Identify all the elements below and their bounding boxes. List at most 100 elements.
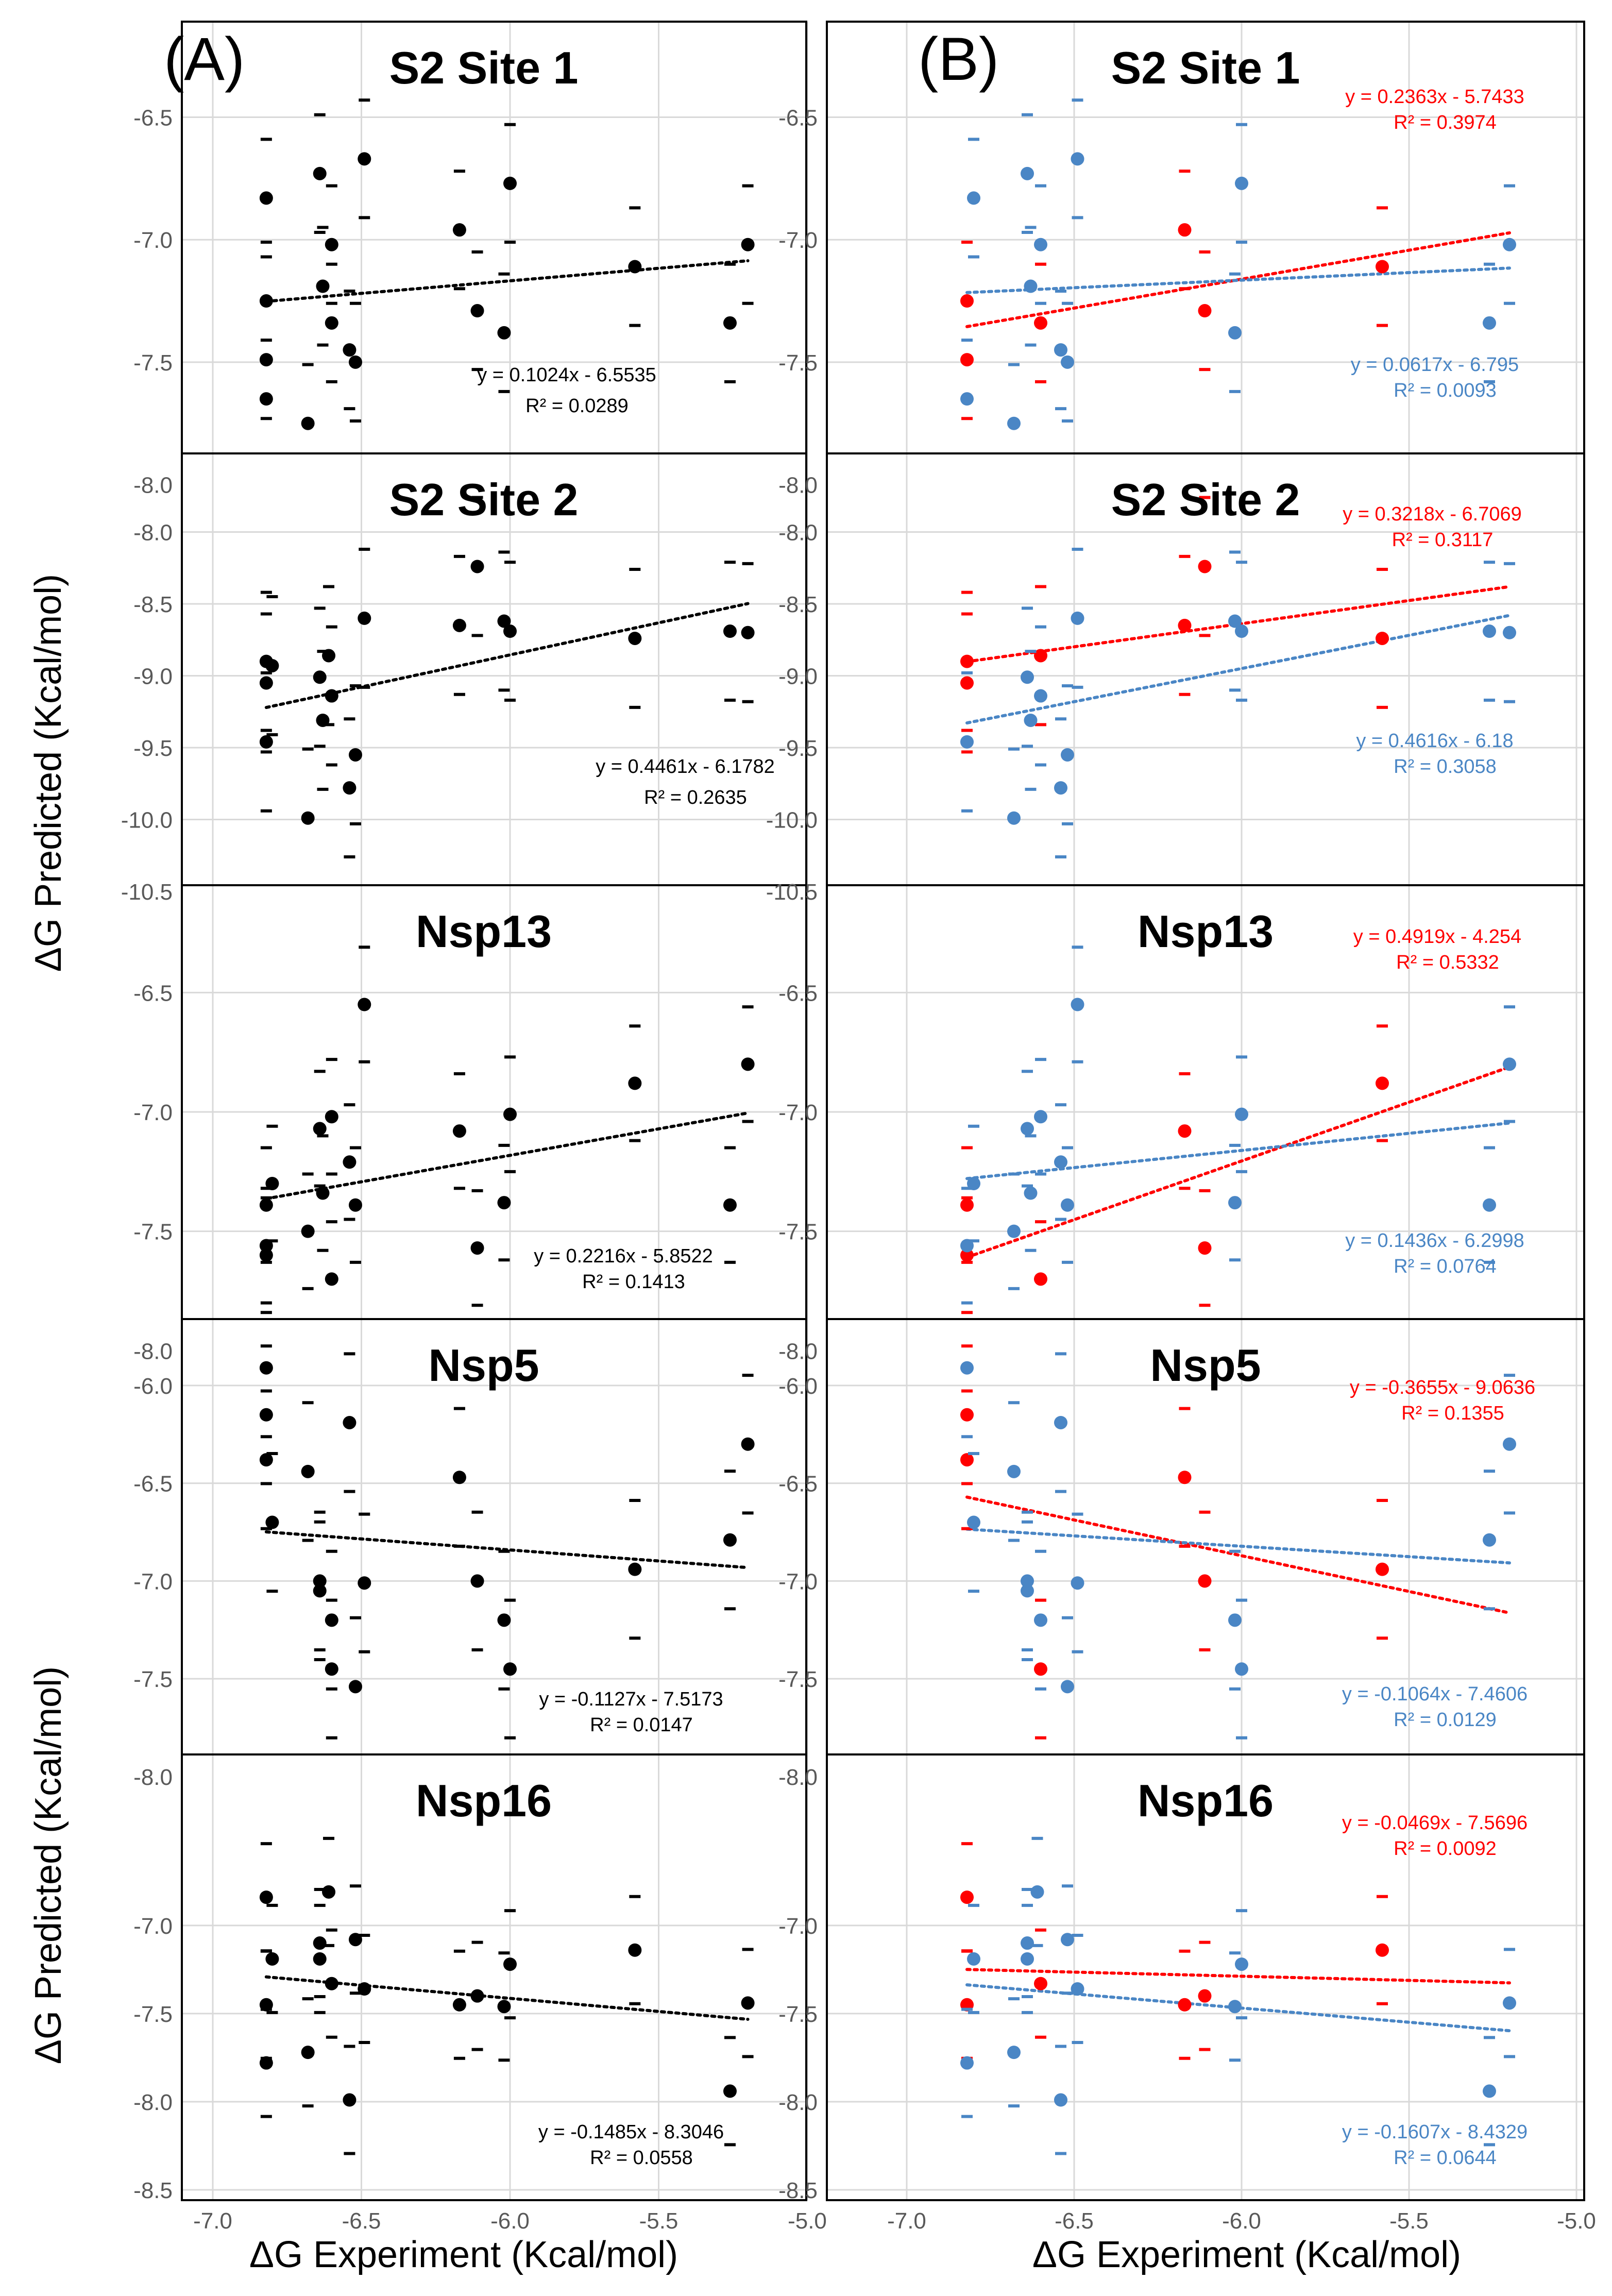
y-tick-label: -6.5	[133, 981, 173, 1006]
data-point-all	[301, 2046, 315, 2059]
data-point-all	[628, 1562, 642, 1576]
data-point-blue	[1061, 355, 1074, 369]
data-point-all	[741, 1437, 755, 1451]
data-point-all	[259, 1890, 273, 1904]
data-point-blue	[1235, 1107, 1248, 1121]
data-point-all	[313, 1936, 327, 1950]
chart-a-5: -7.0 -7.5 -8.0 -8.5 -7.0 -6.5 -6.0 -5.5 -5.0 Nsp1…	[133, 1753, 827, 2234]
y-tick-label: -7.0	[778, 1100, 818, 1125]
data-point-all	[497, 2000, 511, 2014]
y-tick-label: -7.0	[778, 1569, 818, 1594]
data-point-blue	[967, 1177, 980, 1190]
data-point-all	[301, 811, 315, 825]
data-point-blue	[1054, 2093, 1067, 2107]
data-point-all	[259, 1248, 273, 1262]
trendline-red	[965, 1065, 1511, 1259]
data-point-blue	[1054, 343, 1067, 357]
data-point-all	[452, 1998, 466, 2012]
data-point-all	[723, 316, 737, 330]
data-point-all	[358, 152, 371, 166]
y-tick-label: -6.0	[778, 1374, 818, 1399]
data-point-all	[313, 166, 327, 180]
data-point-blue	[1024, 279, 1038, 293]
trendline-blue	[965, 1527, 1511, 1565]
data-point-all	[259, 1198, 273, 1212]
chart-title: S2 Site 1	[1111, 42, 1300, 93]
data-point-all	[259, 353, 273, 367]
data-point-all	[259, 392, 273, 406]
data-point-red	[1034, 649, 1047, 663]
y-tick-label: -6.0	[133, 1374, 173, 1399]
trendline-r2: R² = 0.3974	[1394, 112, 1497, 133]
x-axis-label-b: ΔG Experiment (Kcal/mol)	[1032, 2234, 1461, 2275]
trendline-r2: R² = 0.3058	[1394, 756, 1497, 778]
trendline-r2: R² = 0.0764	[1394, 1256, 1497, 1277]
trendline-r2: R² = 0.1413	[582, 1271, 685, 1293]
y-axis-label-top: ΔG Predicted (Kcal/mol)	[28, 574, 69, 972]
chart-a-1: -6.5 -7.0 -7.5 -8.0 S2 Site 1 y = 0.1024x - 6…	[133, 21, 808, 498]
trendline-equation: y = -0.0469x - 7.5696	[1342, 1812, 1528, 1834]
trendline-equation: y = 0.1024x - 6.5535	[477, 364, 656, 386]
data-point-all	[343, 1415, 357, 1429]
data-point-blue	[1034, 689, 1047, 703]
x-tick-label: -6.0	[1222, 2208, 1261, 2234]
data-point-blue	[1054, 781, 1067, 795]
data-point-all	[470, 1574, 484, 1588]
x-tick-label: -6.5	[342, 2208, 381, 2234]
y-tick-label: -8.0	[778, 520, 818, 546]
x-tick-label: -5.5	[639, 2208, 678, 2234]
data-point-all	[313, 1584, 327, 1598]
data-point-all	[741, 238, 755, 251]
data-point-all	[343, 2093, 357, 2107]
trendline-all	[264, 1530, 750, 1569]
trendline-equation: y = 0.2363x - 5.7433	[1345, 86, 1524, 108]
data-point-all	[325, 1110, 338, 1124]
data-point-all	[259, 735, 273, 749]
data-point-blue	[1483, 316, 1496, 330]
data-point-red	[1034, 1977, 1047, 1990]
data-point-blue	[960, 2056, 974, 2070]
data-point-blue	[1061, 1680, 1074, 1694]
data-point-red	[1198, 304, 1212, 318]
y-tick-label: -8.5	[778, 2178, 818, 2203]
plot-area	[960, 946, 1516, 1314]
y-tick-label: -7.0	[133, 1914, 173, 1939]
x-tick-label: -6.5	[1055, 2208, 1094, 2234]
y-tick-label: -7.0	[778, 228, 818, 253]
data-point-blue	[1071, 152, 1084, 166]
y-tick-label: -7.5	[133, 350, 173, 376]
trendline-r2: R² = 0.5332	[1396, 952, 1499, 973]
data-point-all	[497, 1196, 511, 1210]
data-point-all	[723, 2084, 737, 2098]
trendline-r2: R² = 0.2635	[644, 787, 747, 808]
data-point-blue	[1483, 624, 1496, 638]
chart-title: Nsp5	[428, 1340, 539, 1391]
data-point-all	[325, 316, 338, 330]
y-tick-label: -9.0	[133, 664, 173, 689]
chart-b-4: -6.0 -6.5 -7.0 -7.5 -8.0 Nsp5 y = -0.3655x - 9…	[778, 1318, 1585, 1790]
chart-title: S2 Site 2	[1111, 474, 1300, 525]
data-point-blue	[1030, 1885, 1044, 1899]
data-point-all	[628, 1076, 642, 1090]
data-point-all	[348, 748, 362, 762]
x-tick-label: -5.0	[788, 2208, 827, 2234]
trendline-equation: y = -0.3655x - 9.0636	[1350, 1377, 1535, 1398]
data-point-all	[470, 1241, 484, 1255]
data-point-all	[259, 191, 273, 205]
data-point-red	[1198, 1574, 1212, 1588]
trendline-r2: R² = 0.0289	[525, 395, 629, 417]
data-point-blue	[967, 191, 980, 205]
data-point-all	[259, 676, 273, 690]
y-tick-label: -6.5	[778, 981, 818, 1006]
data-point-all	[628, 1943, 642, 1957]
data-point-all	[325, 1272, 338, 1286]
data-point-blue	[1021, 1936, 1034, 1950]
data-point-all	[470, 560, 484, 573]
data-point-all	[301, 1224, 315, 1238]
chart-a-2: -8.0 -8.5 -9.0 -9.5 -10.0 -10.5 S2 Site 2 y = 0…	[121, 452, 808, 905]
data-point-blue	[1034, 1613, 1047, 1627]
data-point-all	[316, 1186, 330, 1200]
chart-title: Nsp13	[416, 906, 552, 957]
data-point-red	[960, 1198, 974, 1212]
